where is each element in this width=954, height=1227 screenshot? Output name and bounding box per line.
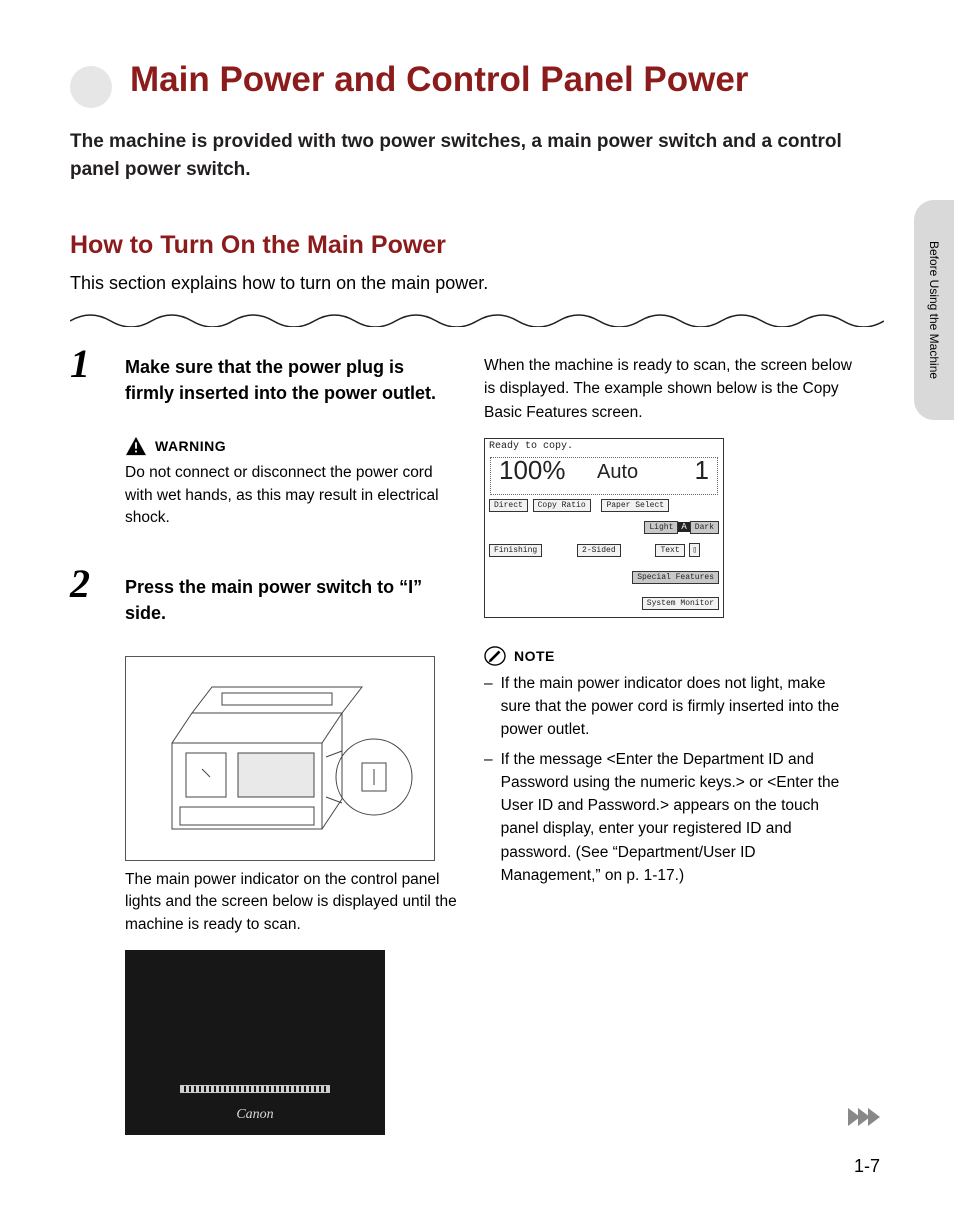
step-text: Make sure that the power plug is firmly … [125, 354, 450, 406]
note-item: – If the main power indicator does not l… [484, 672, 854, 742]
intro-paragraph: The machine is provided with two power s… [70, 128, 870, 183]
note-label-text: NOTE [514, 648, 555, 664]
copy-btn-text: Text [655, 544, 684, 557]
boot-progress-bar [180, 1085, 330, 1093]
side-tab: Before Using the Machine [914, 200, 954, 420]
continue-arrows-icon [850, 1108, 880, 1131]
side-tab-text: Before Using the Machine [927, 241, 941, 379]
step-number: 2 [70, 560, 90, 607]
note-list: – If the main power indicator does not l… [484, 672, 854, 887]
dash-icon: – [484, 672, 493, 742]
section-heading: How to Turn On the Main Power [70, 231, 884, 260]
page-number: 1-7 [854, 1156, 880, 1177]
warning-label: WARNING [125, 436, 450, 456]
step-1: 1 Make sure that the power plug is firml… [70, 354, 450, 406]
note-text: If the main power indicator does not lig… [501, 672, 854, 742]
note-pencil-icon [484, 646, 506, 666]
illustration-caption: The main power indicator on the control … [125, 869, 465, 936]
copy-btn-dark: Dark [690, 521, 719, 534]
printer-illustration [125, 656, 435, 861]
copy-btn-direct: Direct [489, 499, 528, 512]
chapter-title-block: Main Power and Control Panel Power [70, 60, 884, 100]
copy-zoom: 100% [499, 455, 566, 486]
boot-logo: Canon [236, 1107, 273, 1123]
step-2: 2 Press the main power switch to “I” sid… [70, 574, 450, 626]
warning-triangle-icon [125, 436, 147, 456]
copy-basic-screen: Ready to copy. 100% Auto 1 Direct Copy R… [484, 438, 724, 618]
chapter-title: Main Power and Control Panel Power [130, 60, 884, 100]
note-text: If the message <Enter the Department ID … [501, 748, 854, 888]
copy-btn-paper-select: Paper Select [601, 499, 669, 512]
copy-btn-system-monitor: System Monitor [642, 597, 719, 610]
copy-paper: Auto [597, 461, 638, 484]
step-number: 1 [70, 340, 90, 387]
right-intro-paragraph: When the machine is ready to scan, the s… [484, 354, 854, 424]
copy-btn-copy-ratio: Copy Ratio [533, 499, 591, 512]
printer-line-art-icon [126, 657, 436, 862]
step-text: Press the main power switch to “I” side. [125, 574, 450, 626]
chapter-bullet-decoration [70, 66, 112, 108]
copy-btn-light: Light [644, 521, 678, 534]
warning-body: Do not connect or disconnect the power c… [125, 462, 450, 529]
boot-screen: Canon [125, 950, 385, 1135]
copy-count: 1 [695, 455, 709, 486]
warning-label-text: WARNING [155, 438, 226, 454]
copy-btn-special: Special Features [632, 571, 719, 584]
section-subtext: This section explains how to turn on the… [70, 270, 884, 297]
note-item: – If the message <Enter the Department I… [484, 748, 854, 888]
copy-status: Ready to copy. [489, 441, 573, 452]
note-label: NOTE [484, 646, 854, 666]
dash-icon: – [484, 748, 493, 888]
copy-btn-original-icon: ▯ [689, 543, 700, 557]
copy-btn-auto-a: A [678, 522, 689, 532]
wavy-divider-icon [70, 309, 884, 327]
copy-btn-two-sided: 2-Sided [577, 544, 621, 557]
copy-btn-finishing: Finishing [489, 544, 542, 557]
